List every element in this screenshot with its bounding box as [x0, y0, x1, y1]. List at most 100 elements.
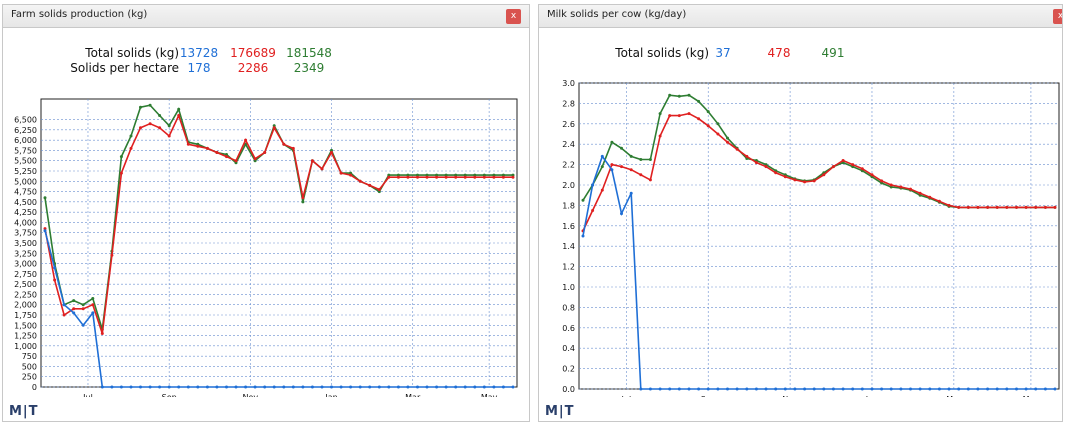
data-point	[822, 387, 826, 391]
data-point	[937, 199, 941, 203]
data-point	[53, 266, 57, 270]
data-point	[687, 112, 691, 116]
data-point	[282, 142, 286, 146]
data-point	[831, 165, 835, 169]
data-point	[658, 387, 662, 391]
data-point	[358, 179, 362, 183]
data-point	[706, 387, 710, 391]
data-point	[600, 165, 604, 169]
data-point	[244, 385, 248, 389]
y-tick-label: 2.6	[562, 120, 575, 129]
data-point	[947, 203, 951, 207]
data-point	[167, 124, 171, 128]
data-point	[501, 173, 505, 177]
data-point	[754, 161, 758, 165]
y-tick-label: 0.0	[562, 385, 575, 394]
y-tick-label: 2,250	[14, 290, 37, 299]
data-point	[167, 134, 171, 138]
data-point	[629, 154, 633, 158]
data-point	[416, 173, 419, 177]
data-point	[697, 117, 701, 121]
data-point	[91, 311, 95, 315]
data-point	[511, 175, 515, 179]
data-point	[425, 175, 429, 179]
summary-value: 478	[768, 46, 791, 60]
data-point	[339, 385, 343, 389]
data-point	[511, 173, 515, 177]
panel-title: Milk solids per cow (kg/day)	[547, 9, 687, 20]
y-tick-label: 2,000	[14, 301, 37, 310]
data-point	[310, 159, 314, 163]
data-point	[629, 191, 633, 195]
data-point	[726, 136, 729, 140]
data-point	[610, 163, 614, 167]
mode-toggle[interactable]: M|T	[9, 404, 39, 419]
data-point	[482, 173, 486, 177]
data-point	[444, 175, 448, 179]
y-tick-label: 1.2	[562, 263, 575, 272]
data-point	[1053, 387, 1057, 391]
data-point	[72, 299, 76, 303]
y-tick-label: 4,750	[14, 188, 37, 197]
data-point	[918, 387, 922, 391]
y-tick-label: 0.2	[562, 365, 575, 374]
data-point	[387, 173, 391, 177]
data-point	[177, 107, 181, 111]
data-point	[234, 385, 238, 389]
data-point	[841, 387, 845, 391]
x-tick-label: Jan	[324, 393, 337, 397]
data-point	[610, 168, 614, 172]
data-point	[463, 173, 467, 177]
data-point	[1043, 387, 1047, 391]
data-point	[831, 387, 835, 391]
mode-toggle[interactable]: M|T	[545, 404, 575, 419]
data-point	[706, 110, 710, 114]
data-point	[492, 385, 496, 389]
series-line-actual	[44, 230, 513, 388]
data-point	[976, 205, 980, 209]
data-point	[511, 385, 515, 389]
data-point	[860, 387, 864, 391]
y-tick-label: 3,500	[14, 239, 37, 248]
summary-value: 37	[715, 46, 730, 60]
data-point	[349, 173, 353, 177]
data-point	[291, 146, 295, 150]
data-point	[463, 175, 467, 179]
data-point	[648, 178, 652, 182]
data-point	[62, 303, 66, 307]
data-point	[620, 165, 623, 169]
data-point	[148, 103, 152, 107]
data-point	[43, 196, 47, 200]
data-point	[43, 227, 47, 231]
data-point	[100, 385, 104, 389]
y-tick-label: 6,000	[14, 136, 37, 145]
data-point	[100, 332, 104, 335]
data-point	[976, 387, 980, 391]
series-line-fit-yr1	[582, 112, 1055, 232]
y-tick-label: 2.8	[562, 99, 575, 108]
data-point	[870, 387, 874, 391]
summary-value: 13728	[180, 46, 218, 60]
data-point	[454, 173, 458, 177]
data-point	[435, 175, 439, 179]
data-point	[966, 387, 970, 391]
data-point	[668, 387, 672, 391]
data-point	[463, 385, 467, 389]
data-point	[416, 175, 419, 179]
data-point	[72, 307, 76, 311]
close-button[interactable]: x	[1053, 9, 1062, 24]
milk-solids-chart: Total solids (kg) 37 478 491 0.0 0.2 0.4 0.6 0.8…	[562, 46, 1060, 397]
y-tick-label: 250	[22, 373, 37, 382]
data-point	[110, 253, 114, 257]
data-point	[425, 385, 429, 389]
data-point	[158, 126, 162, 130]
data-point	[43, 229, 47, 233]
y-tick-label: 0.6	[562, 324, 575, 333]
data-point	[225, 385, 228, 389]
close-button[interactable]: x	[506, 9, 521, 24]
data-point	[368, 385, 372, 389]
plot-area	[578, 82, 1060, 390]
y-tick-label: 500	[22, 362, 37, 371]
data-point	[995, 387, 999, 391]
data-point	[880, 387, 884, 391]
